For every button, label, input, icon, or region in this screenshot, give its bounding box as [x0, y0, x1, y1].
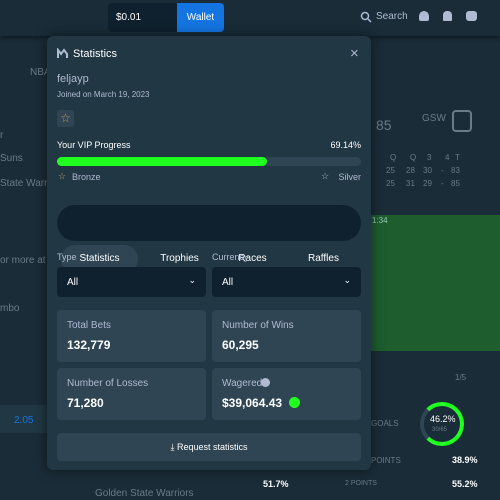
top-bar — [0, 0, 500, 36]
bg-score-cell: 29 — [423, 179, 432, 188]
bg-text: 1/5 — [455, 373, 467, 382]
card-value: 60,295 — [222, 338, 259, 352]
progress-fill — [57, 157, 268, 166]
bronze-badge: ☆ — [57, 110, 74, 127]
chevron: ⌄ — [188, 275, 196, 285]
bg-text: mbo — [0, 303, 20, 314]
bg-score-cell: 83 — [451, 166, 460, 175]
select-value: All — [222, 277, 234, 288]
bg-text: 30/65 — [432, 427, 448, 433]
stat-card: Number of Losses 71,280 — [57, 368, 206, 420]
bg-text: State Warriors — [0, 178, 64, 189]
bg-text: 2.05 — [14, 415, 34, 426]
bg-text: 2 POINTS — [345, 480, 377, 487]
bg-text: Suns — [0, 153, 23, 164]
bg-score-cell: - — [441, 166, 444, 175]
card-label: Total Bets — [67, 320, 111, 331]
bg-score: 85 — [376, 117, 392, 133]
bg-score-cell: 28 — [406, 166, 415, 175]
bg-text: GOALS — [371, 419, 399, 428]
card-label: Number of Wins — [222, 320, 294, 331]
bg-score-cell: Q — [390, 153, 397, 162]
username: feljayp — [57, 73, 89, 85]
tab-bar — [57, 205, 361, 241]
bronze-icon: ☆ — [58, 171, 67, 181]
card-value: $39,064.43 — [222, 396, 283, 410]
chat-icon[interactable] — [466, 11, 477, 21]
close-button[interactable]: × — [350, 45, 359, 62]
balance: $0.01 — [116, 12, 142, 23]
vip-percent: 69.14% — [330, 140, 361, 150]
tab[interactable]: Races — [238, 253, 267, 264]
filter-label: Currency — [212, 252, 249, 262]
vip-from: Bronze — [72, 172, 101, 182]
select-value: All — [67, 277, 79, 288]
bg-odds — [0, 405, 47, 433]
profile-icon[interactable] — [419, 11, 429, 21]
bg-text: r — [0, 130, 4, 141]
stat-card: Wagered $39,064.43 — [212, 368, 361, 420]
bg-score-cell: 3 — [427, 153, 432, 162]
progress-track — [57, 157, 361, 166]
balance-box[interactable]: $0.01 — [108, 3, 177, 32]
bg-jersey — [452, 110, 472, 132]
card-value: 71,280 — [67, 396, 104, 410]
bg-text: 46.2% — [430, 414, 456, 424]
filter-label: Type — [57, 252, 77, 262]
silver-icon: ☆ — [321, 171, 330, 181]
search-icon — [360, 11, 372, 23]
button-label: Request statistics — [176, 442, 248, 452]
chevron: ⌄ — [343, 275, 351, 285]
bg-text: 38.9% — [452, 455, 478, 465]
wallet-button[interactable]: Wallet — [177, 3, 224, 32]
stat-card: Total Bets 132,779 — [57, 310, 206, 362]
bg-score-cell: T — [455, 153, 460, 162]
bg-text: 55.2% — [452, 479, 478, 489]
card-label: Wagered — [222, 378, 263, 389]
bg-score-cell: 30 — [423, 166, 432, 175]
bg-score-cell: 4 — [445, 153, 450, 162]
currency-select[interactable]: All ⌄ — [212, 267, 361, 297]
bg-text: NBA — [30, 67, 51, 78]
bg-score-cell: 85 — [451, 179, 460, 188]
bg-text: 51.7% — [263, 479, 289, 489]
tab[interactable]: Raffles — [308, 253, 339, 264]
type-select[interactable]: All ⌄ — [57, 267, 206, 297]
request-button[interactable]: ⤓ Request statistics — [57, 433, 361, 461]
bg-ring — [420, 402, 464, 446]
statistics-modal: Statistics × feljayp Joined on March 19,… — [47, 36, 371, 470]
modal-title: Statistics — [73, 48, 118, 60]
bg-court — [371, 215, 500, 351]
stats-icon — [57, 48, 68, 58]
vip-label: Your VIP Progress — [57, 140, 131, 150]
info-icon[interactable] — [261, 378, 270, 387]
bg-text: POINTS — [371, 456, 401, 465]
bg-team: GSW — [422, 113, 446, 124]
bg-score-cell: 25 — [386, 179, 395, 188]
card-label: Number of Losses — [67, 378, 149, 389]
bg-score-cell: 31 — [406, 179, 415, 188]
bg-time: 1:34 — [372, 216, 388, 225]
bg-score-cell: Q — [410, 153, 417, 162]
stat-card: Number of Wins 60,295 — [212, 310, 361, 362]
bg-text: or more at t — [0, 255, 52, 266]
bg-text: Golden State Warriors — [95, 488, 194, 499]
card-value: 132,779 — [67, 338, 111, 352]
bg-score-cell: - — [441, 179, 444, 188]
vip-to: Silver — [338, 172, 361, 182]
search[interactable]: Search — [376, 11, 408, 22]
bell-icon[interactable] — [443, 11, 452, 21]
joined-date: Joined on March 19, 2023 — [57, 90, 150, 99]
tab[interactable]: Trophies — [160, 253, 199, 264]
currency-icon — [289, 397, 300, 408]
bg-score-cell: 25 — [386, 166, 395, 175]
